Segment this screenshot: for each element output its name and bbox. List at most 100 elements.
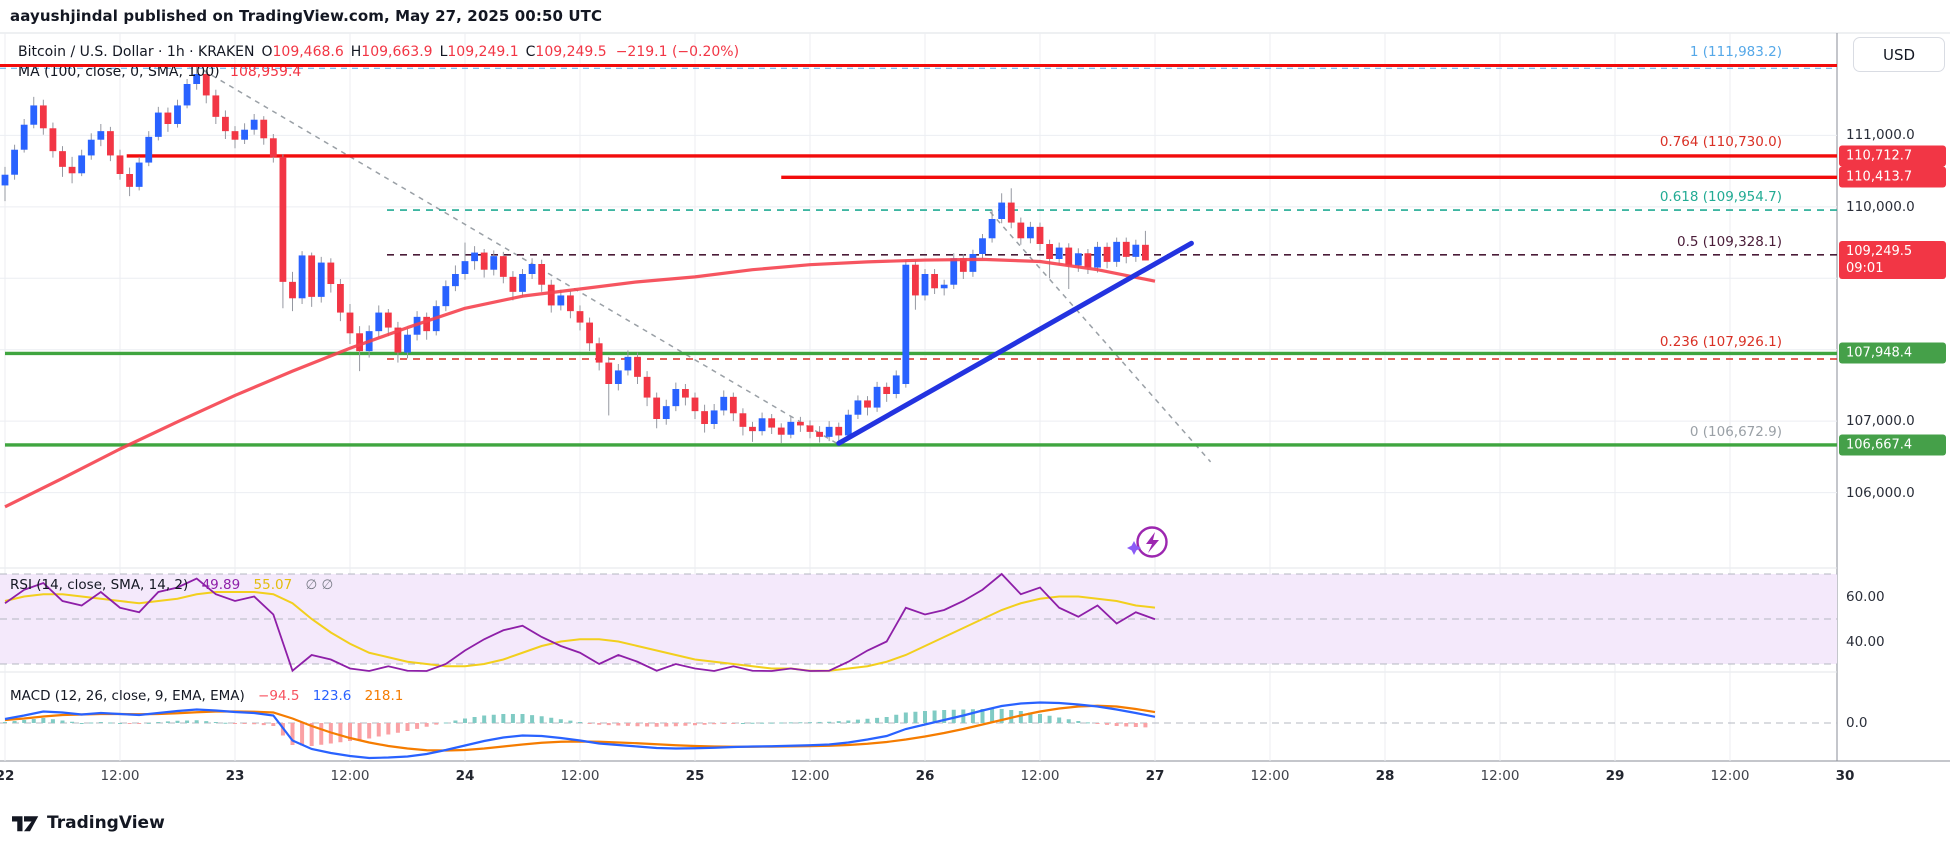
macd-histogram-bar — [70, 721, 75, 723]
candle-body — [212, 95, 220, 117]
candle-body — [231, 131, 239, 140]
macd-histogram-bar — [223, 722, 228, 724]
candle-body — [576, 311, 584, 323]
price-badge-107,948.4[interactable]: 107,948.4 — [1839, 342, 1946, 364]
close-value: 109,249.5 — [535, 44, 607, 60]
macd-histogram-bar — [319, 723, 324, 745]
macd-histogram-bar — [1009, 710, 1014, 723]
time-axis-label-12:00[interactable]: 12:00 — [790, 768, 830, 784]
macd-histogram-bar — [1105, 723, 1110, 725]
macd-histogram-bar — [41, 718, 46, 723]
time-axis-label-12:00[interactable]: 12:00 — [1250, 768, 1290, 784]
candle-body — [662, 406, 670, 419]
candle-body — [643, 376, 651, 398]
macd-histogram-bar — [1095, 723, 1100, 724]
change-value: −219.1 (−0.20%) — [615, 44, 740, 60]
rsi-empty-params: ∅ ∅ — [305, 577, 334, 593]
time-axis-label-30[interactable]: 30 — [1835, 768, 1855, 784]
price-badge-110,712.7[interactable]: 110,712.7 — [1839, 145, 1946, 167]
candle-body — [356, 333, 363, 352]
candle-body — [327, 262, 335, 284]
candle-body — [461, 261, 469, 274]
time-axis-label-12:00[interactable]: 12:00 — [560, 768, 600, 784]
ma100-line — [4, 257, 1156, 509]
candle-body — [624, 356, 632, 371]
macd-histogram-bar — [884, 717, 889, 723]
time-axis-label-12:00[interactable]: 12:00 — [330, 768, 370, 784]
macd-histogram-bar — [31, 719, 36, 723]
candle-body — [998, 202, 1006, 219]
time-axis-label-12:00[interactable]: 12:00 — [1020, 768, 1060, 784]
macd-histogram-bar — [932, 710, 937, 723]
macd-histogram-bar — [482, 715, 487, 723]
candle-body — [1132, 244, 1140, 257]
time-axis-label-12:00[interactable]: 12:00 — [1710, 768, 1750, 784]
macd-histogram-bar — [232, 723, 237, 724]
candle-body — [193, 74, 201, 84]
candle-body — [797, 421, 804, 426]
candle-body — [691, 397, 699, 412]
macd-histogram-bar — [1057, 717, 1062, 723]
time-axis-label-27[interactable]: 27 — [1145, 768, 1165, 784]
macd-histogram-bar — [970, 709, 975, 723]
rsi-indicator-row[interactable]: RSI (14, close, SMA, 14, 2) 49.89 55.07 … — [10, 577, 342, 593]
candle-body — [749, 426, 756, 432]
rsi-signal-value: 55.07 — [253, 577, 293, 593]
time-axis-label-24[interactable]: 24 — [455, 768, 475, 784]
macd-histogram-bar — [462, 718, 467, 723]
candle-body — [260, 119, 268, 139]
macd-histogram-bar — [300, 723, 305, 746]
candle-body — [87, 139, 95, 156]
ma-label[interactable]: MA (100, close, 0, SMA, 100) — [18, 64, 220, 80]
price-badge-109,249.5[interactable]: 109,249.5 09:01 — [1839, 241, 1946, 280]
symbol-title-row[interactable]: Bitcoin / U.S. Dollar · 1h · KRAKEN O109,… — [18, 44, 739, 60]
macd-histogram-bar — [165, 721, 170, 723]
macd-histogram-bar — [1085, 722, 1090, 724]
time-axis-label-23[interactable]: 23 — [225, 768, 245, 784]
low-value: 109,249.1 — [447, 44, 519, 60]
candle-body — [509, 276, 517, 292]
price-axis-label: 110,000.0 — [1846, 198, 1915, 215]
time-axis-label-12:00[interactable]: 12:00 — [100, 768, 140, 784]
macd-histogram-bar — [750, 722, 755, 724]
macd-histogram-bar — [108, 722, 113, 724]
candle-body — [68, 166, 76, 174]
time-axis-label-12:00[interactable]: 12:00 — [1480, 768, 1520, 784]
macd-label[interactable]: MACD (12, 26, close, 9, EMA, EMA) — [10, 688, 245, 704]
ma-indicator-row[interactable]: MA (100, close, 0, SMA, 100) 108,959.4 — [18, 64, 301, 80]
time-axis-label-26[interactable]: 26 — [915, 768, 935, 784]
rsi-signal-line — [4, 591, 1156, 672]
macd-histogram-bar — [616, 723, 621, 726]
candle-body — [404, 334, 411, 353]
candle-body — [116, 155, 124, 174]
fib-label-0.5: 0.5 (109,328.1) — [1676, 233, 1782, 250]
candle-body — [1, 174, 9, 186]
price-badge-106,667.4[interactable]: 106,667.4 — [1839, 434, 1946, 456]
macd-histogram-bar — [405, 723, 410, 731]
macd-histogram-bar — [673, 723, 678, 727]
price-badge-110,413.7[interactable]: 110,413.7 — [1839, 166, 1946, 188]
high-label: H — [350, 44, 362, 60]
time-axis-label-22[interactable]: 22 — [0, 768, 15, 784]
candle-body — [864, 400, 871, 408]
symbol-title[interactable]: Bitcoin / U.S. Dollar · 1h · KRAKEN — [18, 44, 255, 60]
candle-body — [471, 252, 478, 262]
tradingview-logo[interactable]: TradingView — [12, 811, 165, 835]
candle-body — [394, 327, 402, 353]
price-axis-label: 106,000.0 — [1846, 484, 1915, 501]
candle-body — [758, 418, 766, 432]
fib-level-1-line[interactable] — [0, 64, 1837, 67]
candle-body — [222, 116, 229, 132]
time-axis-label-29[interactable]: 29 — [1605, 768, 1625, 784]
time-axis-label-25[interactable]: 25 — [685, 768, 705, 784]
macd-histogram-bar — [846, 720, 851, 723]
rsi-label[interactable]: RSI (14, close, SMA, 14, 2) — [10, 577, 189, 593]
macd-histogram-bar — [999, 709, 1004, 723]
macd-histogram-bar — [855, 719, 860, 723]
candle-body — [107, 131, 114, 156]
currency-toggle-button[interactable]: USD — [1853, 37, 1945, 72]
time-axis-label-28[interactable]: 28 — [1375, 768, 1395, 784]
macd-indicator-row[interactable]: MACD (12, 26, close, 9, EMA, EMA) −94.5 … — [10, 688, 412, 704]
macd-histogram-bar — [577, 722, 582, 723]
